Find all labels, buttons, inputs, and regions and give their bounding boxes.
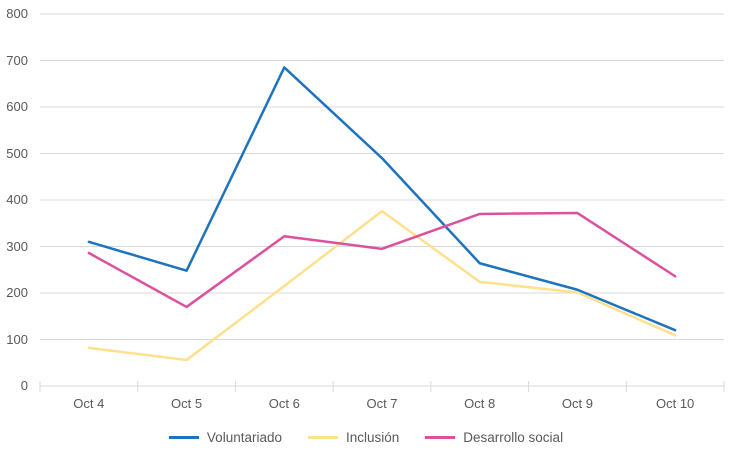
y-axis-label: 200	[6, 285, 28, 300]
x-axis-label: Oct 6	[268, 396, 300, 411]
y-axis-label: 700	[6, 52, 28, 68]
legend: Voluntariado Inclusión Desarrollo social	[0, 430, 732, 445]
y-axis-label: 100	[6, 331, 28, 347]
series-line-desarrollo-social	[87, 211, 677, 309]
series-line-inclusión	[87, 209, 677, 362]
x-axis-label: Oct 7	[366, 396, 398, 411]
legend-swatch-desarrollo-social	[425, 436, 456, 439]
x-axis-label: Oct 9	[561, 396, 593, 411]
legend-label-desarrollo-social: Desarrollo social	[463, 430, 564, 445]
legend-swatch-voluntariado	[168, 436, 199, 439]
x-axis-label: Oct 10	[655, 396, 695, 411]
series-line-voluntariado	[87, 66, 677, 332]
x-axis-label: Oct 8	[464, 396, 496, 411]
y-axis-label: 0	[20, 378, 28, 393]
legend-label-inclusion: Inclusión	[345, 430, 400, 445]
legend-item-inclusion: Inclusión	[307, 430, 400, 445]
legend-item-voluntariado: Voluntariado	[168, 430, 282, 445]
y-axis-label: 400	[6, 192, 28, 207]
y-axis-label: 300	[6, 238, 28, 254]
y-axis-label: 500	[6, 145, 28, 161]
legend-label-voluntariado: Voluntariado	[206, 430, 282, 445]
y-axis-label: 800	[6, 6, 28, 21]
y-axis-label: 600	[6, 99, 28, 114]
x-axis-label: Oct 4	[73, 396, 105, 411]
x-axis-label: Oct 5	[171, 396, 203, 411]
legend-swatch-inclusion	[307, 436, 338, 439]
plot-area	[39, 13, 725, 392]
legend-item-desarrollo-social: Desarrollo social	[425, 430, 563, 445]
